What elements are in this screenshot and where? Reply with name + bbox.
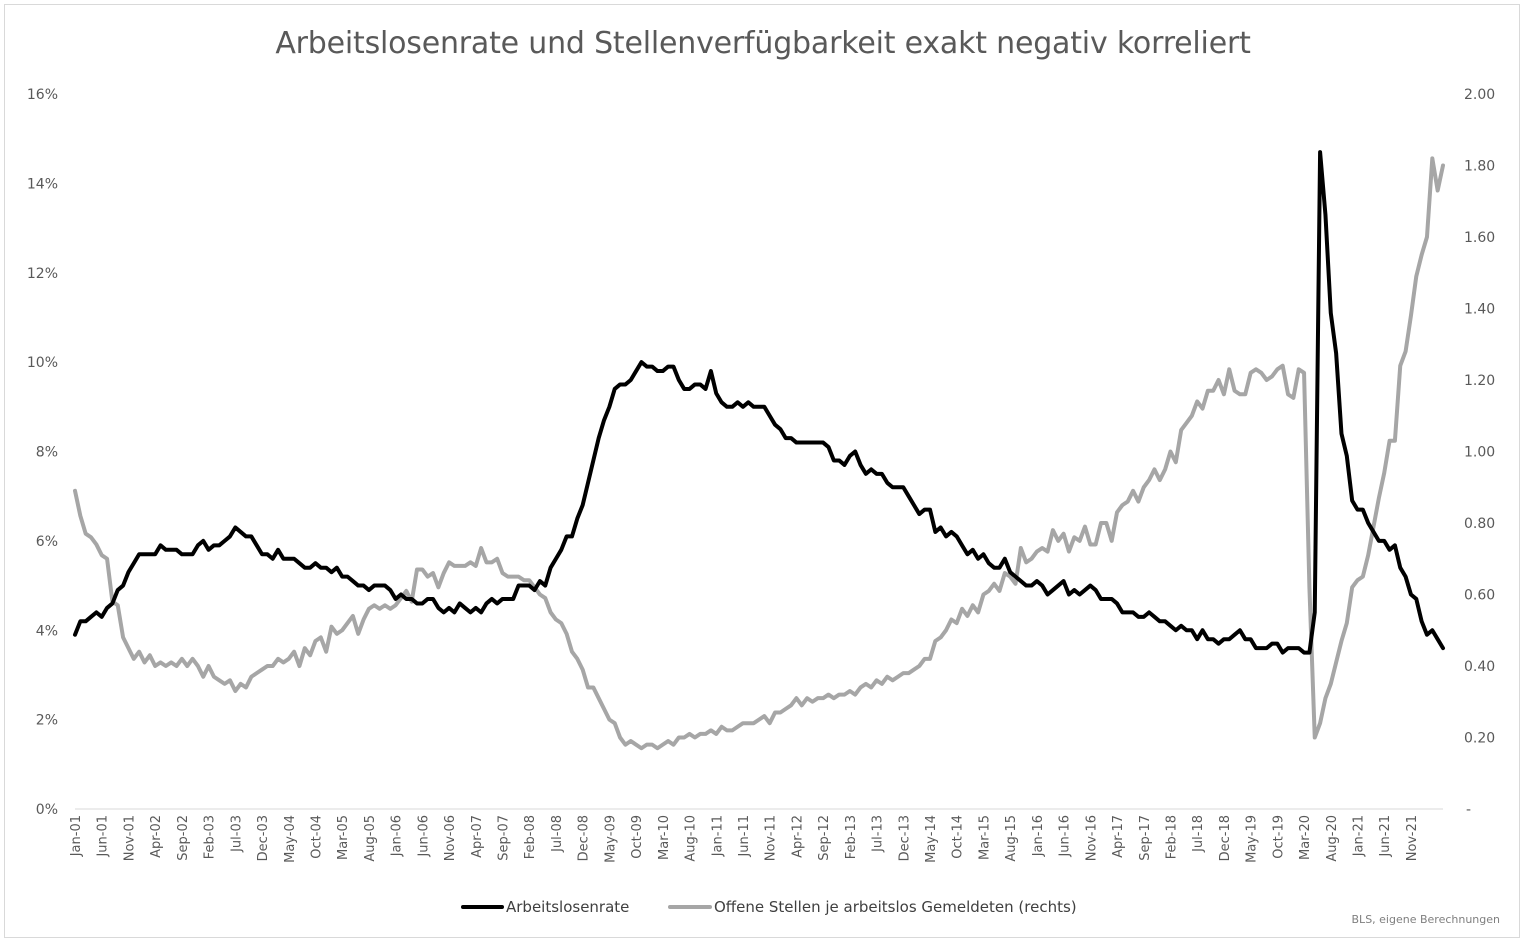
left-axis-tick-label: 4% (36, 623, 58, 639)
x-axis-tick-label: Mar-15 (977, 815, 992, 860)
x-axis-tick-label: Dec-03 (256, 815, 271, 861)
x-axis-tick-label: Jul-13 (871, 815, 886, 853)
x-axis-tick-label: Dec-18 (1218, 815, 1233, 861)
x-axis-tick-label: Apr-02 (149, 815, 164, 858)
x-axis-tick-label: Jan-11 (710, 815, 725, 857)
right-axis-tick-label: 0.20 (1464, 731, 1495, 747)
x-axis-tick-label: Jan-06 (390, 815, 405, 857)
x-axis-tick-label: Sep-07 (497, 815, 512, 861)
legend: Arbeitslosenrate Offene Stellen je arbeit… (461, 898, 1077, 916)
chart-title: Arbeitslosenrate und Stellenverfügbarkei… (275, 26, 1251, 61)
right-axis-tick-label: 1.60 (1464, 230, 1495, 246)
x-axis-tick-label: Oct-04 (309, 815, 324, 859)
left-axis-tick-label: 10% (27, 355, 58, 371)
x-axis-tick-label: Aug-10 (684, 815, 699, 862)
right-axis-tick-label: 1.40 (1464, 302, 1495, 318)
x-axis-tick-label: Jan-01 (69, 815, 84, 857)
x-axis-tick-label: Sep-17 (1138, 815, 1153, 861)
right-axis-tick-label: 1.20 (1464, 373, 1495, 389)
series-line-offene-stellen (73, 156, 1445, 751)
x-axis-tick-label: Jan-21 (1352, 815, 1367, 857)
x-axis-tick-label: Aug-05 (363, 815, 378, 862)
left-axis-tick-label: 0% (36, 802, 58, 818)
left-axis-tick-label: 16% (27, 87, 58, 103)
legend-label-arbeitslosenrate: Arbeitslosenrate (506, 898, 629, 916)
x-axis-tick-label: Feb-13 (844, 815, 859, 859)
chart-frame (4, 4, 1520, 938)
x-axis-tick-label: Nov-11 (764, 815, 779, 861)
series-lines (73, 150, 1445, 751)
left-axis-tick-label: 6% (36, 534, 58, 550)
x-axis-tick-label: Nov-21 (1405, 815, 1420, 861)
x-axis-ticks: Jan-01 Jun-01 Nov-01 Apr-02 Sep-02 Feb-03 Jul-… (69, 815, 1420, 863)
x-axis-tick-label: Mar-20 (1298, 815, 1313, 860)
x-axis-tick-label: Jun-06 (416, 815, 431, 858)
x-axis-tick-label: May-09 (603, 815, 618, 863)
left-axis-tick-label: 14% (27, 176, 58, 192)
x-axis-tick-label: Apr-07 (470, 815, 485, 858)
left-axis-ticks: 0% 2% 4% 6% 8% 10% 12% 14% 16% (27, 87, 58, 818)
right-axis-ticks: - 0.20 0.40 0.60 0.80 1.00 1.20 1.40 1.60 1.80 2.0… (1464, 87, 1495, 818)
x-axis-tick-label: Dec-13 (897, 815, 912, 861)
x-axis-tick-label: Jun-01 (96, 815, 111, 858)
x-axis-tick-label: May-14 (924, 815, 939, 863)
x-axis-tick-label: Dec-08 (577, 815, 592, 861)
x-axis-tick-label: May-04 (283, 815, 298, 863)
x-axis-tick-label: Feb-18 (1164, 815, 1179, 859)
x-axis-tick-label: May-19 (1245, 815, 1260, 863)
x-axis-tick-label: Apr-12 (790, 815, 805, 858)
right-axis-tick-label: 1.80 (1464, 159, 1495, 175)
right-axis-tick-label: 2.00 (1464, 87, 1495, 103)
x-axis-tick-label: Oct-19 (1271, 815, 1286, 859)
legend-label-offene-stellen: Offene Stellen je arbeitslos Gemeldeten … (714, 898, 1077, 916)
right-axis-tick-label: - (1466, 802, 1471, 818)
x-axis-tick-label: Jun-16 (1058, 815, 1073, 858)
x-axis-tick-label: Feb-08 (523, 815, 538, 859)
left-axis-tick-label: 12% (27, 266, 58, 282)
x-axis-tick-label: Nov-01 (122, 815, 137, 861)
x-axis-tick-label: Sep-02 (176, 815, 191, 861)
x-axis-tick-label: Jul-03 (229, 815, 244, 853)
x-axis-tick-label: Jun-11 (737, 815, 752, 858)
right-axis-tick-label: 0.80 (1464, 516, 1495, 532)
left-axis-tick-label: 2% (36, 713, 58, 729)
x-axis-tick-label: Jun-21 (1378, 815, 1393, 858)
x-axis-tick-label: Jul-18 (1191, 815, 1206, 853)
x-axis-tick-label: Aug-15 (1004, 815, 1019, 862)
x-axis-tick-label: Nov-06 (443, 815, 458, 861)
series-line-arbeitslosenrate (73, 150, 1445, 655)
x-axis-tick-label: Oct-14 (951, 815, 966, 859)
x-axis-tick-label: Aug-20 (1325, 815, 1340, 862)
x-axis-tick-label: Oct-09 (630, 815, 645, 859)
right-axis-tick-label: 0.40 (1464, 659, 1495, 675)
x-axis-tick-label: Feb-03 (203, 815, 218, 859)
x-axis-tick-label: Sep-12 (817, 815, 832, 861)
right-axis-tick-label: 0.60 (1464, 588, 1495, 604)
right-axis-tick-label: 1.00 (1464, 445, 1495, 461)
x-axis-tick-label: Mar-05 (336, 815, 351, 860)
left-axis-tick-label: 8% (36, 445, 58, 461)
x-axis-tick-label: Mar-10 (657, 815, 672, 860)
x-axis-tick-label: Jul-08 (550, 815, 565, 853)
x-axis-tick-label: Nov-16 (1084, 815, 1099, 861)
source-note: BLS, eigene Berechnungen (1351, 913, 1500, 926)
x-axis-tick-label: Jan-16 (1031, 815, 1046, 857)
x-axis-tick-label: Apr-17 (1111, 815, 1126, 858)
